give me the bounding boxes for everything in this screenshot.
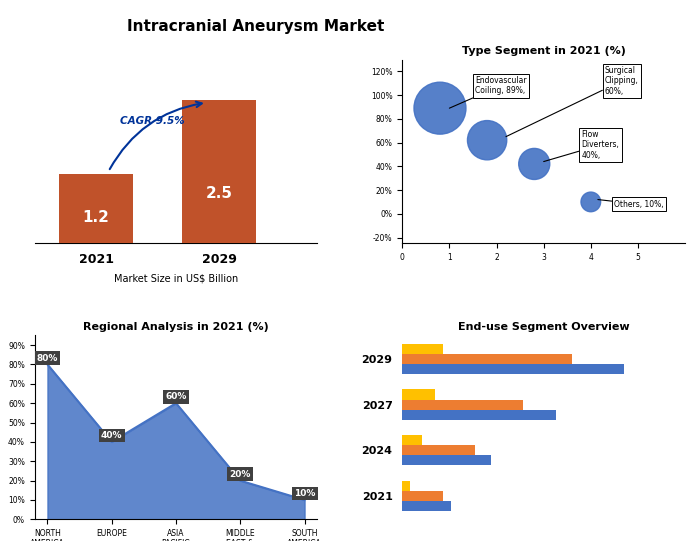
Bar xyxy=(60,174,133,243)
Text: 10%: 10% xyxy=(294,489,316,498)
Text: Flow
Diverters,
40%,: Flow Diverters, 40%, xyxy=(544,130,619,162)
Title: End-use Segment Overview: End-use Segment Overview xyxy=(458,322,630,332)
Text: 2.5: 2.5 xyxy=(206,186,233,201)
Bar xyxy=(402,344,443,354)
Text: 80%: 80% xyxy=(37,353,58,362)
Bar xyxy=(402,399,523,410)
Title: Type Segment in 2021 (%): Type Segment in 2021 (%) xyxy=(462,46,626,56)
Text: 20%: 20% xyxy=(230,470,251,479)
Bar xyxy=(402,435,422,445)
Bar xyxy=(402,410,556,420)
Text: Others, 10%,: Others, 10%, xyxy=(598,200,664,209)
Bar xyxy=(402,445,475,456)
Point xyxy=(435,104,446,113)
Bar xyxy=(402,501,450,511)
Text: 40%: 40% xyxy=(101,431,122,440)
Bar xyxy=(402,481,410,491)
Point xyxy=(585,197,597,206)
Text: 60%: 60% xyxy=(165,392,187,401)
Bar xyxy=(402,390,435,399)
Text: Endovascular
Coiling, 89%,: Endovascular Coiling, 89%, xyxy=(449,76,527,108)
Title: Regional Analysis in 2021 (%): Regional Analysis in 2021 (%) xyxy=(83,322,269,332)
Text: CAGR 9.5%: CAGR 9.5% xyxy=(120,116,185,126)
Bar xyxy=(402,364,624,374)
Text: 1.2: 1.2 xyxy=(82,210,109,225)
Point xyxy=(482,136,493,144)
Point xyxy=(529,160,540,168)
Text: Intracranial Aneurysm Market: Intracranial Aneurysm Market xyxy=(127,19,385,34)
Bar xyxy=(402,491,443,501)
X-axis label: Market Size in US$ Billion: Market Size in US$ Billion xyxy=(114,273,238,283)
Text: Surgical
Clipping,
60%,: Surgical Clipping, 60%, xyxy=(506,66,639,137)
Bar xyxy=(402,354,572,364)
Bar xyxy=(182,100,256,243)
Bar xyxy=(402,456,491,465)
